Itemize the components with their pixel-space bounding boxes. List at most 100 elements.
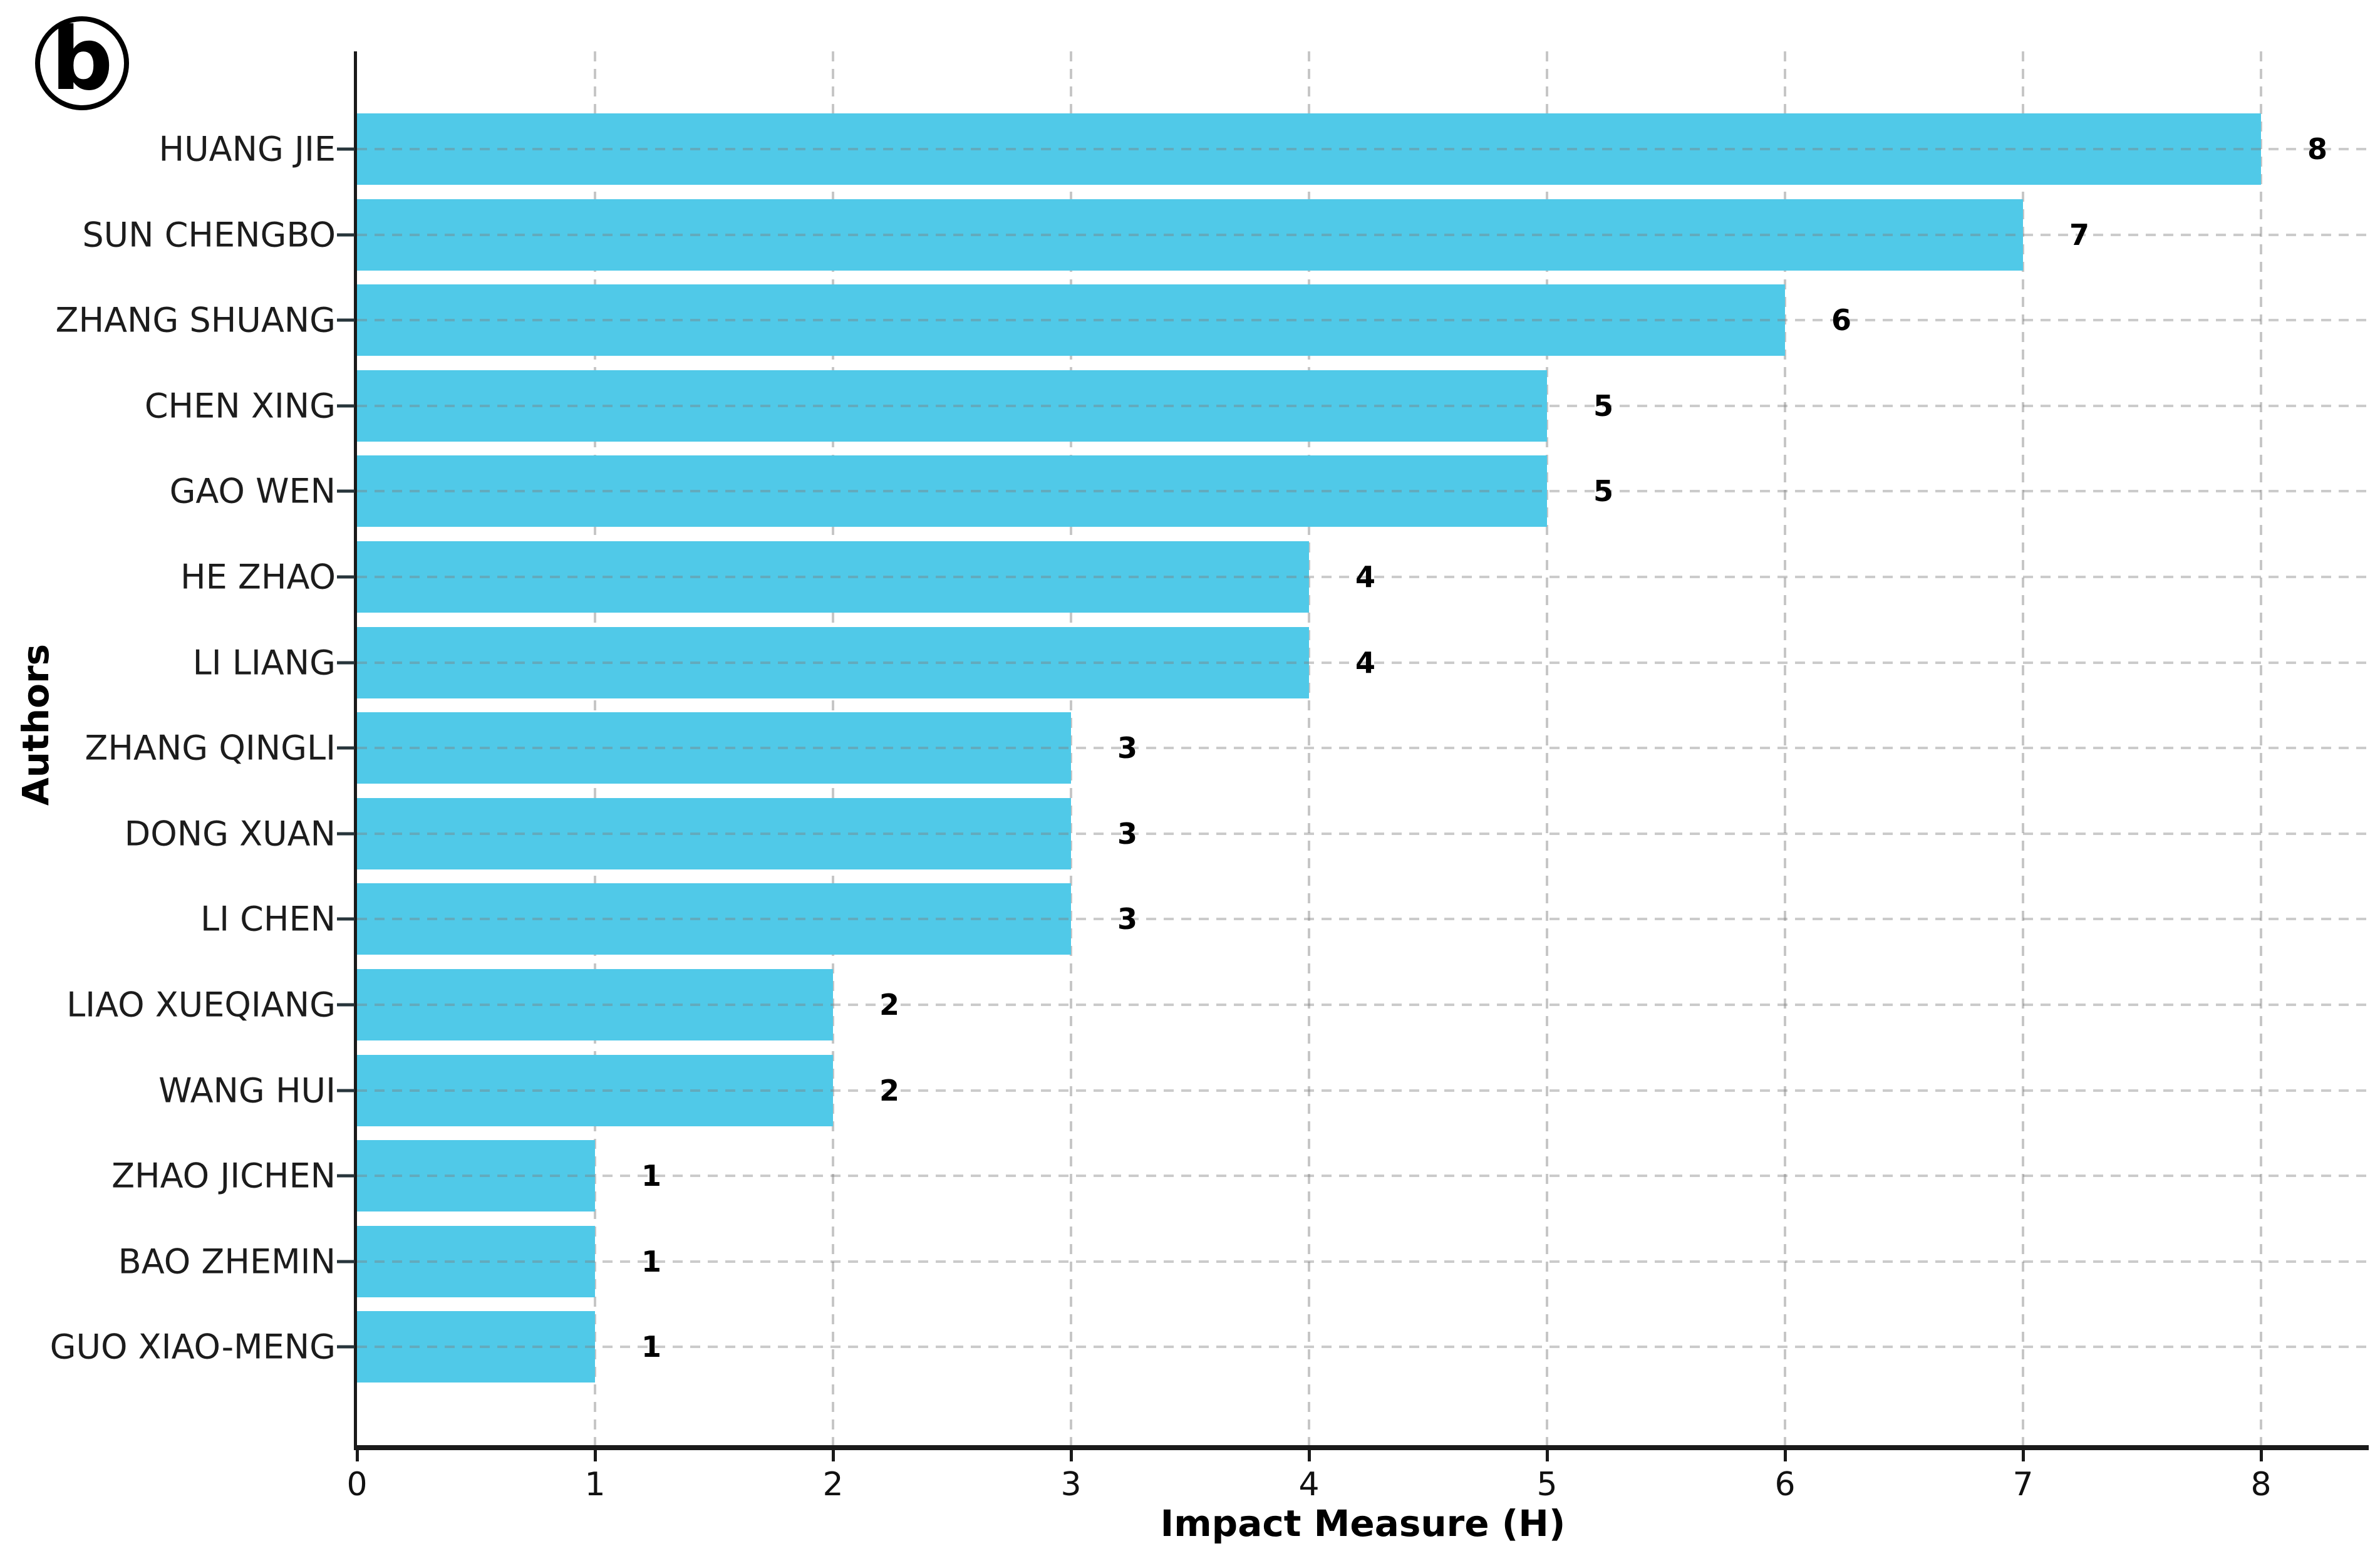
value-label: 1 <box>641 1244 662 1279</box>
horizontal-gridline <box>357 661 2369 664</box>
vertical-gridline <box>2022 51 2024 1445</box>
author-label: SUN CHENGBO <box>82 215 336 255</box>
value-label: 3 <box>1117 902 1138 936</box>
panel-label-text: b <box>51 9 113 110</box>
y-tick-mark <box>337 147 354 151</box>
bar <box>357 370 1547 442</box>
x-tick-mark <box>1546 1445 1549 1461</box>
x-tick-mark <box>1308 1445 1311 1461</box>
value-label: 2 <box>879 1073 900 1108</box>
author-label: GUO XIAO-MENG <box>49 1327 336 1367</box>
plot-area: 8 7 6 5 5 4 4 3 3 3 2 2 1 1 1 <box>357 51 2369 1445</box>
horizontal-gridline <box>357 1089 2369 1092</box>
author-label: CHEN XING <box>144 386 336 426</box>
x-tick-label: 3 <box>1060 1466 1082 1503</box>
x-tick-mark <box>356 1445 359 1461</box>
horizontal-gridline <box>357 1004 2369 1006</box>
y-tick-mark <box>337 1260 354 1263</box>
y-tick-mark <box>337 489 354 493</box>
horizontal-gridline <box>357 918 2369 921</box>
y-tick-mark <box>337 1174 354 1178</box>
value-label: 7 <box>2069 217 2090 252</box>
x-tick-label: 8 <box>2250 1466 2272 1503</box>
y-axis-spine <box>354 51 357 1448</box>
horizontal-gridline <box>357 832 2369 835</box>
y-tick-mark <box>337 1345 354 1349</box>
bar <box>357 1225 595 1297</box>
value-label: 1 <box>641 1330 662 1364</box>
vertical-gridline <box>1308 51 1310 1445</box>
bar <box>357 797 1071 869</box>
horizontal-gridline <box>357 576 2369 578</box>
author-label: HE ZHAO <box>180 557 336 597</box>
y-tick-mark <box>337 917 354 921</box>
x-tick-mark <box>2022 1445 2025 1461</box>
x-tick-mark <box>832 1445 835 1461</box>
author-label: LI LIANG <box>192 643 336 683</box>
y-tick-mark <box>337 832 354 836</box>
x-tick-mark <box>2260 1445 2263 1461</box>
x-tick-mark <box>1070 1445 1073 1461</box>
value-label: 3 <box>1117 731 1138 765</box>
author-label: WANG HUI <box>158 1071 336 1111</box>
value-label: 4 <box>1355 645 1376 680</box>
bar <box>357 1140 595 1212</box>
panel-label-badge: b <box>35 16 129 110</box>
vertical-gridline <box>1070 51 1072 1445</box>
value-label: 1 <box>641 1159 662 1193</box>
author-label: LIAO XUEQIANG <box>66 985 336 1025</box>
value-label: 5 <box>1593 474 1614 509</box>
y-tick-mark <box>337 746 354 750</box>
author-label: LI CHEN <box>200 899 336 939</box>
bar <box>357 1311 595 1383</box>
bar <box>357 284 1785 356</box>
x-tick-label: 6 <box>1774 1466 1796 1503</box>
x-tick-label: 4 <box>1298 1466 1320 1503</box>
bar <box>357 113 2261 185</box>
horizontal-gridline <box>357 1260 2369 1263</box>
bar <box>357 969 833 1040</box>
author-label: GAO WEN <box>169 471 336 511</box>
x-tick-label: 5 <box>1536 1466 1558 1503</box>
author-label: DONG XUAN <box>124 814 336 854</box>
y-tick-mark <box>337 233 354 237</box>
x-axis-title: Impact Measure (H) <box>1160 1502 1566 1545</box>
value-label: 4 <box>1355 560 1376 594</box>
vertical-gridline <box>1784 51 1786 1445</box>
x-tick-label: 2 <box>822 1466 844 1503</box>
x-tick-label: 1 <box>584 1466 606 1503</box>
horizontal-gridline <box>357 319 2369 322</box>
value-label: 5 <box>1593 388 1614 423</box>
horizontal-gridline <box>357 404 2369 407</box>
x-axis-spine <box>354 1445 2369 1450</box>
value-label: 3 <box>1117 816 1138 851</box>
horizontal-gridline <box>357 747 2369 750</box>
author-label: ZHANG SHUANG <box>55 300 336 340</box>
value-label: 8 <box>2307 132 2328 166</box>
x-tick-mark <box>1784 1445 1787 1461</box>
horizontal-gridline <box>357 490 2369 493</box>
bar <box>357 1054 833 1126</box>
horizontal-gridline <box>357 148 2369 150</box>
author-label: ZHANG QINGLI <box>85 728 336 768</box>
bar <box>357 712 1071 784</box>
vertical-gridline <box>2260 51 2262 1445</box>
horizontal-gridline <box>357 233 2369 236</box>
author-label: ZHAO JICHEN <box>111 1156 336 1196</box>
horizontal-gridline <box>357 1175 2369 1178</box>
y-tick-mark <box>337 661 354 665</box>
y-tick-mark <box>337 318 354 322</box>
bar <box>357 883 1071 955</box>
bar <box>357 541 1309 613</box>
y-tick-mark <box>337 1003 354 1007</box>
bar <box>357 626 1309 698</box>
author-label: BAO ZHEMIN <box>118 1242 336 1282</box>
bar <box>357 455 1547 527</box>
horizontal-gridline <box>357 1346 2369 1349</box>
y-tick-mark <box>337 1089 354 1092</box>
y-tick-mark <box>337 404 354 408</box>
value-label: 2 <box>879 988 900 1022</box>
x-tick-label: 0 <box>346 1466 368 1503</box>
y-axis-title: Authors <box>14 643 57 806</box>
value-label: 6 <box>1831 303 1852 338</box>
